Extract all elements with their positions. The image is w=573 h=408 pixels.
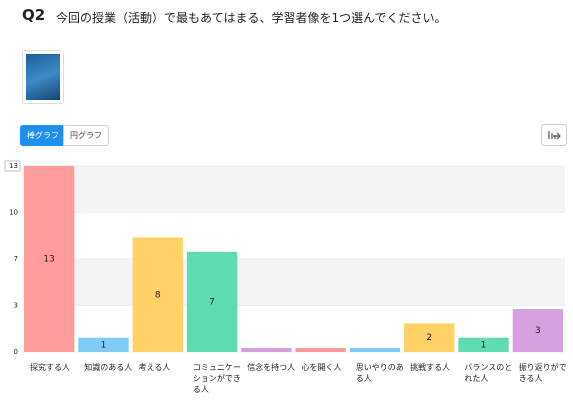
bar: [295, 348, 346, 352]
x-tick-label: 心を開く人: [301, 363, 342, 372]
x-tick-label: 探究する人: [30, 363, 70, 372]
y-tick-label: 13: [9, 162, 18, 170]
export-button[interactable]: [541, 124, 567, 146]
data-label: 3: [535, 326, 541, 336]
bar: [78, 337, 129, 352]
bar: [512, 309, 563, 352]
thumbnail[interactable]: [22, 50, 64, 104]
x-tick-label: 思いやりのある人: [355, 363, 404, 383]
y-tick-label: 10: [9, 209, 18, 217]
x-tick-label: バランスのとれた人: [464, 363, 513, 383]
x-tick-label: コミュニケーションができる人: [192, 363, 241, 394]
bar: [404, 323, 455, 352]
x-tick-label: 振り返りができる人: [518, 363, 567, 383]
data-label: 1: [101, 340, 107, 350]
export-icon: [548, 131, 561, 140]
question-text: 今回の授業（活動）で最もあてはまる、学習者像を1つ選んでください。: [56, 11, 447, 25]
bar: [241, 348, 292, 352]
pie-chart-button[interactable]: 円グラフ: [63, 125, 109, 146]
x-tick-label: 考える人: [138, 363, 171, 372]
question-number: Q2: [22, 6, 46, 24]
grid-band: [22, 166, 565, 213]
grid-band: [22, 259, 565, 306]
data-label: 13: [43, 255, 54, 265]
y-tick-label: 3: [14, 302, 18, 310]
y-tick-label: 0: [14, 348, 18, 356]
data-label: 7: [209, 297, 215, 307]
bar: [24, 166, 75, 352]
x-tick-label: 知識のある人: [84, 363, 133, 372]
bar: [458, 337, 509, 352]
bar: [132, 237, 183, 352]
bar: [186, 251, 238, 352]
y-tick-label: 7: [14, 255, 18, 263]
y-max-box: [4, 160, 21, 172]
data-label: 2: [426, 333, 432, 343]
bar: [349, 348, 401, 352]
x-tick-label: 挑戦する人: [410, 363, 451, 372]
x-tick-label: 信念を持つ人: [247, 363, 296, 372]
data-label: 8: [155, 290, 161, 300]
data-label: 1: [481, 340, 487, 350]
